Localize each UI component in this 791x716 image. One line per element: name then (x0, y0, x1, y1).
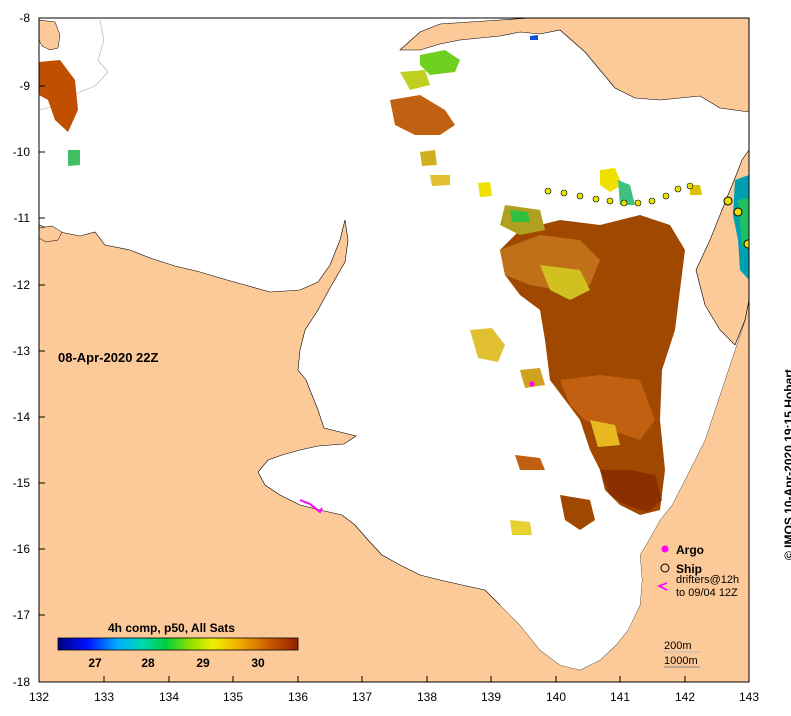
tick-marks (39, 17, 686, 683)
legend-argo-label: Argo (676, 543, 704, 557)
lat-tick-label: -11 (13, 211, 30, 225)
lon-tick-label: 136 (287, 690, 309, 704)
argo-marker (529, 381, 535, 387)
lat-tick-label: -12 (12, 278, 30, 292)
drifter-legend-icon (657, 582, 668, 591)
sst-layer (39, 35, 749, 535)
imos-credit: © IMOS 10-Apr-2020 19:15 Hobart (782, 369, 791, 560)
lat-tick-label: -18 (12, 675, 30, 689)
lat-tick-label: -17 (12, 608, 30, 622)
lon-tick-label: 133 (93, 690, 115, 704)
lon-tick-label: 138 (416, 690, 438, 704)
map-frame (38, 17, 750, 683)
colorbar (57, 637, 299, 651)
lon-tick-label: 134 (158, 690, 180, 704)
legend-drifters-label: drifters@12h (676, 574, 740, 586)
lat-tick-label: -10 (12, 145, 30, 159)
lon-tick-label: 139 (480, 690, 502, 704)
lat-tick-label: -8 (19, 11, 30, 25)
lon-tick-label: 132 (28, 690, 50, 704)
date-label: 08-Apr-2020 22Z (58, 350, 159, 365)
lon-tick-label: 137 (351, 690, 373, 704)
lat-tick-label: -15 (12, 476, 30, 490)
ship-markers (723, 196, 749, 249)
lat-tick-label: -9 (19, 79, 30, 93)
lon-tick-label: 140 (545, 690, 567, 704)
lon-tick-label: 143 (738, 690, 760, 704)
lon-tick-label: 135 (222, 690, 244, 704)
lat-tick-label: -13 (12, 344, 30, 358)
lon-tick-label: 142 (674, 690, 696, 704)
colorbar-tick-label: 29 (196, 656, 210, 670)
colorbar-title: 4h comp, p50, All Sats (108, 621, 235, 635)
colorbar-tick-label: 27 (88, 656, 102, 670)
legend-drifters-period: to 09/04 12Z (676, 587, 738, 599)
argo-legend-icon (661, 545, 669, 553)
colorbar-tick-label: 28 (141, 656, 155, 670)
land-cobourg (39, 225, 63, 243)
lat-tick-label: -14 (12, 410, 30, 424)
contour-1000-label: 1000m (664, 655, 698, 667)
legend-ship-label: Ship (676, 562, 702, 576)
drifter-track (544, 182, 694, 207)
colorbar-tick-label: 30 (251, 656, 265, 670)
contour-200-label: 200m (664, 640, 692, 652)
ship-legend-icon (660, 563, 670, 573)
lon-tick-label: 141 (609, 690, 631, 704)
land-png (399, 18, 749, 113)
lat-tick-label: -16 (12, 542, 30, 556)
drifter-track-pink (299, 499, 323, 514)
